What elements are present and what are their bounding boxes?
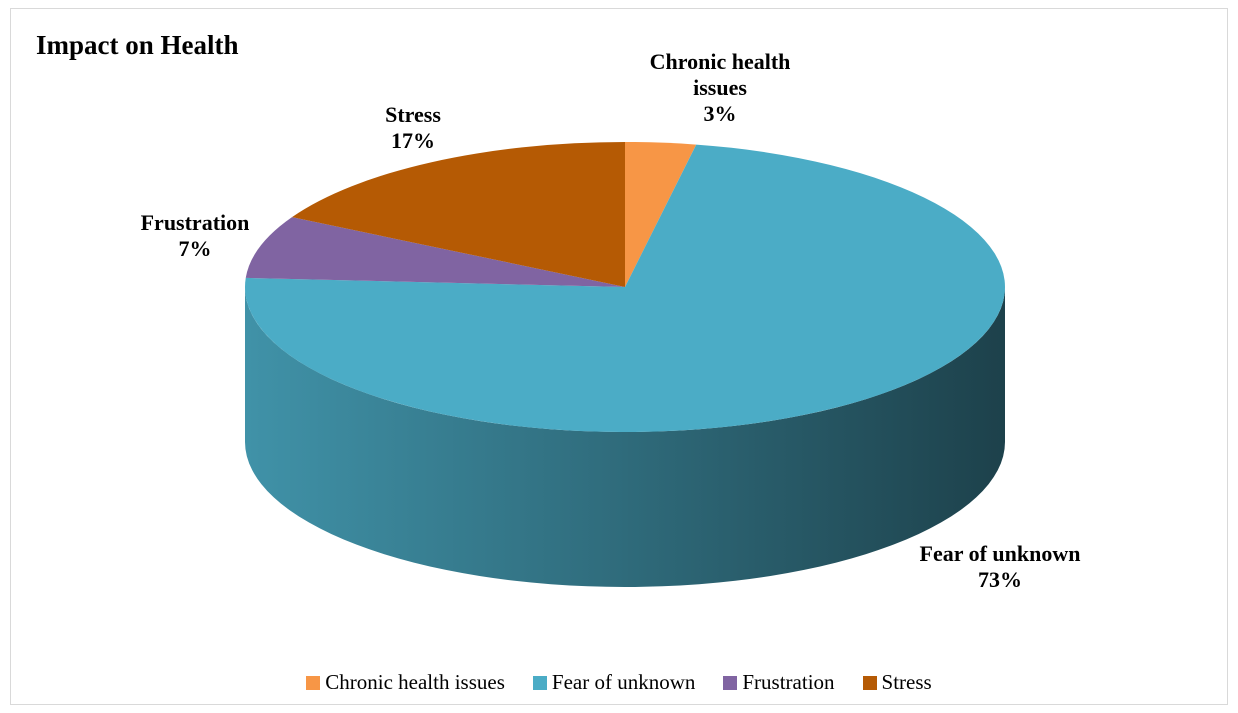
legend-label: Stress [881,670,932,694]
label-category: Chronic health issues [649,49,791,100]
legend-label: Chronic health issues [325,670,505,694]
pie-slice [292,142,625,287]
label-value: 3% [703,101,737,126]
data-label: Fear of unknown 73% [870,541,1130,593]
legend-swatch [532,675,547,690]
legend-label: Frustration [742,670,835,694]
label-category: Stress [385,102,441,127]
chart-title: Impact on Health [36,30,239,60]
data-label: Frustration 7% [95,210,295,262]
pie-slice [245,217,625,287]
label-category: Fear of unknown [919,541,1081,566]
pie-slice [625,142,697,287]
data-label: Chronic health issues 3% [620,49,820,127]
data-label: Stress 17% [313,102,513,154]
label-value: 73% [978,567,1022,592]
label-value: 7% [178,236,212,261]
label-category: Frustration [140,210,250,235]
legend-entry: Chronic health issues [306,670,505,695]
legend-swatch [723,675,738,690]
pie-side [245,287,1005,587]
legend-swatch [306,675,321,690]
legend-entry: Frustration [723,670,835,695]
legend-label: Fear of unknown [551,670,696,694]
legend-entry: Fear of unknown [532,670,696,695]
pie-slice [245,144,1006,432]
legend-entry: Stress [862,670,932,695]
legend: Chronic health issues Fear of unknown Frus… [0,670,1238,695]
chart-frame [10,8,1228,705]
legend-swatch [862,675,877,690]
label-value: 17% [391,128,435,153]
